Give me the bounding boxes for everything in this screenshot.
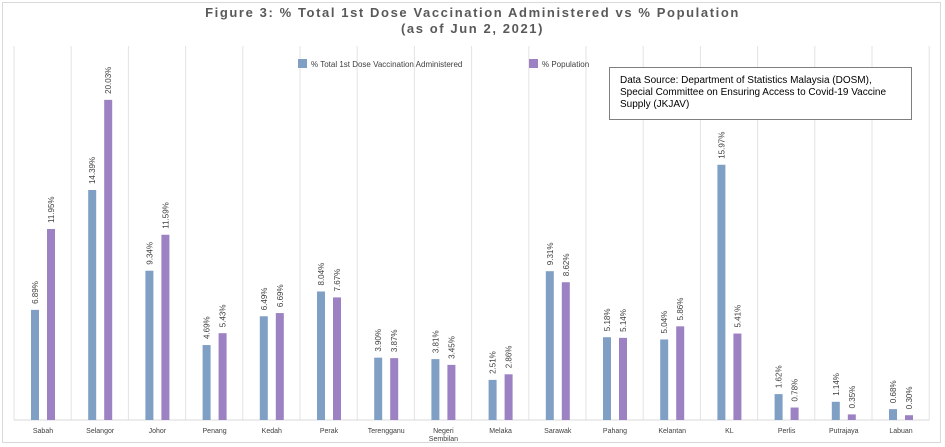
data-label: 5.04%	[660, 311, 669, 334]
bar-vaccination-kl	[717, 164, 726, 420]
data-label: 3.45%	[447, 336, 456, 359]
category-label: Kelantan	[658, 428, 686, 435]
legend-label-population: % Population	[542, 60, 589, 69]
bar-population-johor	[161, 234, 170, 420]
category-label: Putrajaya	[829, 428, 859, 435]
data-label: 0.35%	[848, 386, 857, 409]
bar-population-terengganu	[390, 358, 399, 420]
data-label: 3.87%	[390, 329, 399, 352]
data-label: 5.86%	[676, 298, 685, 321]
category-label: Melaka	[489, 428, 512, 435]
bar-population-penang	[218, 333, 227, 420]
bar-population-labuan	[905, 415, 913, 420]
data-label: 1.62%	[775, 365, 784, 388]
category-label: Labuan	[889, 428, 912, 435]
bar-population-kelantan	[676, 326, 685, 420]
bar-population-pahang	[619, 337, 627, 420]
bar-population-selangor	[104, 99, 113, 420]
legend: % Total 1st Dose Vaccination Administere…	[298, 59, 589, 69]
data-label: 11.59%	[161, 202, 170, 229]
data-label: 6.49%	[260, 288, 269, 311]
bar-population-negeri-sembilan	[447, 364, 456, 420]
bar-vaccination-sarawak	[545, 271, 554, 420]
data-label: 8.04%	[317, 263, 326, 286]
category-label: Kedah	[262, 428, 282, 435]
category-label: Selangor	[86, 428, 115, 435]
category-label: Johor	[149, 428, 167, 435]
bar-population-melaka	[504, 374, 513, 420]
legend-swatch-population	[529, 59, 538, 68]
data-label: 1.14%	[832, 373, 841, 396]
category-label: Penang	[203, 428, 227, 435]
data-label: 3.81%	[431, 330, 440, 353]
bar-population-perlis	[790, 407, 799, 420]
data-label: 0.30%	[905, 387, 914, 410]
bar-population-kedah	[275, 313, 284, 420]
category-label: Sabah	[33, 428, 53, 435]
data-label: 15.97%	[717, 132, 726, 159]
category-label: Perlis	[778, 428, 796, 435]
category-label: Pahang	[603, 428, 627, 435]
data-label: 2.86%	[505, 346, 514, 369]
bar-population-kl	[733, 333, 742, 420]
bar-vaccination-kedah	[259, 316, 268, 420]
legend-swatch-vaccination	[298, 59, 307, 68]
bar-vaccination-perak	[317, 291, 325, 420]
data-label: 14.39%	[88, 157, 97, 184]
data-label: 5.41%	[733, 305, 742, 328]
data-source-note: Data Source: Department of Statistics Ma…	[609, 67, 912, 120]
bar-population-perak	[333, 297, 341, 420]
data-label: 5.43%	[219, 305, 228, 328]
category-label: Terengganu	[368, 428, 405, 435]
category-label: KL	[725, 428, 734, 435]
bar-vaccination-johor	[145, 270, 154, 420]
bar-vaccination-perlis	[774, 394, 783, 420]
bar-population-putrajaya	[847, 414, 856, 420]
chart-title: Figure 3: % Total 1st Dose Vaccination A…	[205, 5, 740, 20]
bar-vaccination-kelantan	[660, 339, 669, 420]
bar-population-sabah	[47, 229, 55, 420]
bar-vaccination-negeri-sembilan	[431, 359, 440, 420]
chart-subtitle: (as of Jun 2, 2021)	[400, 21, 545, 36]
data-label: 7.67%	[333, 269, 342, 292]
data-label: 6.69%	[276, 284, 285, 307]
data-label: 0.78%	[791, 379, 800, 402]
data-label: 11.95%	[47, 196, 56, 223]
bar-vaccination-penang	[202, 345, 211, 420]
category-label: Sarawak	[544, 428, 572, 435]
data-label: 4.69%	[203, 316, 212, 339]
data-label: 5.14%	[619, 309, 628, 332]
data-label: 6.89%	[31, 281, 40, 304]
bar-vaccination-melaka	[488, 379, 497, 420]
bar-vaccination-selangor	[88, 190, 97, 420]
data-label: 8.62%	[562, 254, 571, 277]
legend-label-vaccination: % Total 1st Dose Vaccination Administere…	[311, 60, 462, 69]
bar-vaccination-labuan	[889, 409, 897, 420]
data-label: 0.68%	[889, 380, 898, 403]
bar-vaccination-terengganu	[374, 357, 383, 420]
category-label: Negeri Sembilan	[429, 428, 458, 443]
bar-vaccination-putrajaya	[831, 401, 840, 420]
data-label: 3.90%	[374, 329, 383, 352]
data-label: 9.34%	[145, 242, 154, 265]
data-label: 9.31%	[546, 243, 555, 266]
category-label: Perak	[320, 428, 339, 435]
data-label: 20.03%	[104, 67, 113, 94]
bar-vaccination-sabah	[31, 309, 39, 420]
data-label: 2.51%	[489, 351, 498, 374]
bar-vaccination-pahang	[603, 337, 611, 420]
data-label: 5.18%	[603, 309, 612, 332]
bar-population-sarawak	[561, 282, 570, 420]
